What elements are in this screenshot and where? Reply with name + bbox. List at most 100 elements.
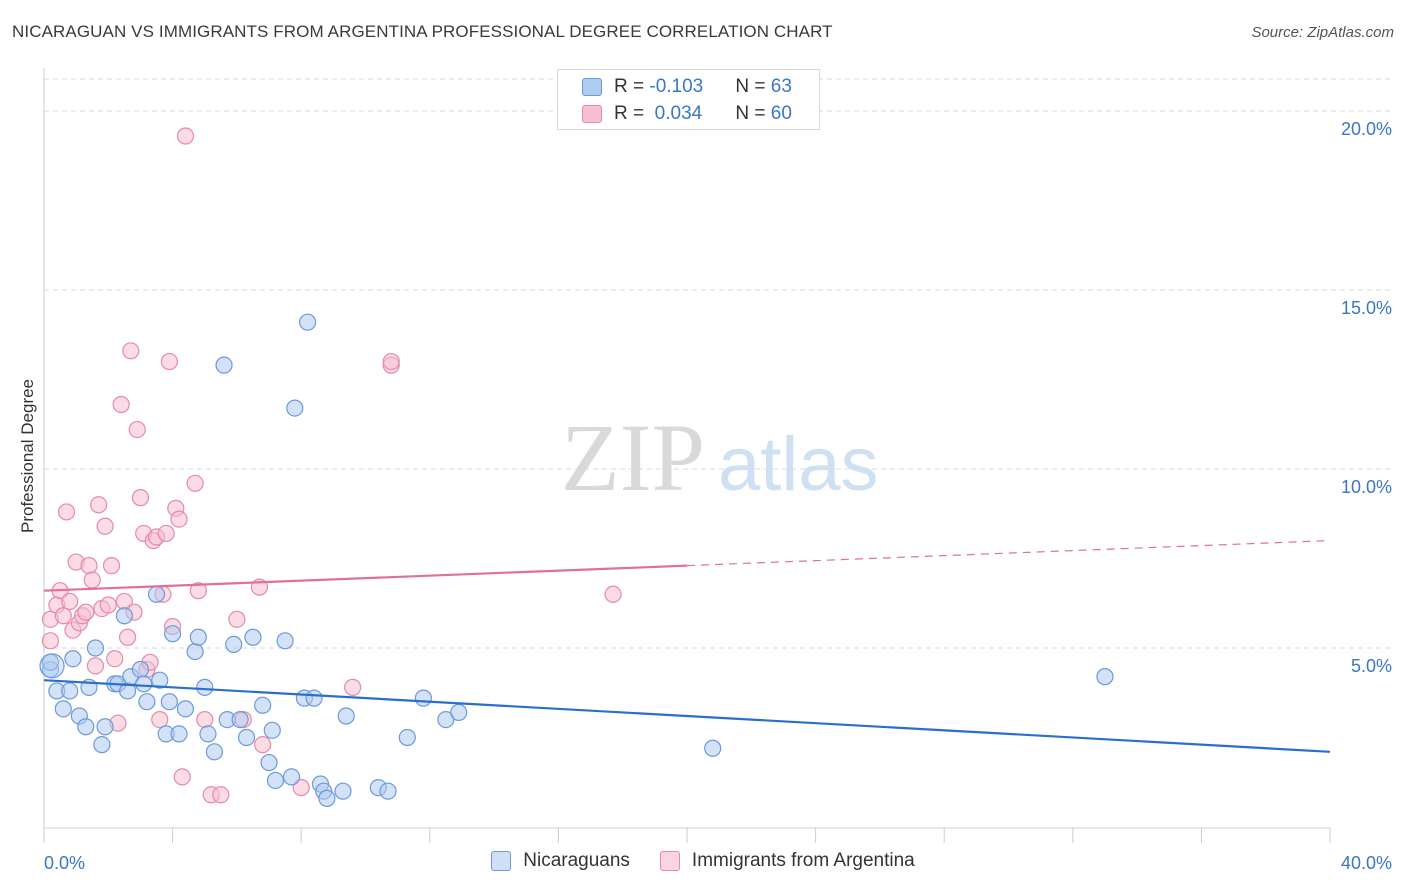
nicaraguan-point — [199, 725, 217, 743]
argentina-point — [102, 557, 121, 575]
nicaraguan-point — [131, 660, 150, 679]
nicaraguan-point — [138, 693, 156, 711]
nicaraguan-point — [135, 675, 153, 693]
argentina-point — [54, 607, 72, 625]
nicaraguan-point — [147, 585, 166, 603]
nicaraguan-point — [276, 632, 294, 650]
nicaraguan-point — [305, 689, 323, 707]
nicaraguan-point — [93, 736, 111, 754]
nicaraguan-point — [54, 700, 72, 718]
argentina-point — [61, 592, 79, 611]
correlation-legend: R = -0.103 N = 63 R = 0.034 N = 60 — [557, 69, 820, 130]
x-tick-label-min: 0.0% — [44, 853, 85, 873]
nicaraguan-point — [244, 628, 262, 646]
nicaraguan-point — [225, 635, 243, 654]
chart-title: NICARAGUAN VS IMMIGRANTS FROM ARGENTINA … — [12, 22, 833, 41]
tick-labels: 5.0% 10.0% 15.0% 20.0% 0.0% 40.0% — [44, 119, 1392, 873]
nicaraguan-point — [215, 356, 233, 374]
nicaraguan-point — [186, 642, 204, 661]
argentina-point — [131, 489, 150, 507]
y-tick-label: 10.0% — [1341, 477, 1392, 497]
y-axis-label: Professional Degree — [18, 378, 37, 534]
legend-r-value: -0.103 — [649, 76, 704, 97]
y-tick-label: 20.0% — [1341, 119, 1392, 139]
argentina-point — [212, 786, 230, 804]
argentina-point — [90, 496, 108, 514]
nicaraguan-point — [282, 768, 301, 786]
argentina-point — [41, 632, 60, 650]
argentina-point — [86, 657, 105, 675]
legend-swatch-pink — [659, 851, 680, 871]
argentina-point — [128, 420, 146, 439]
series-argentina-points — [41, 127, 622, 804]
nicaraguan-point — [176, 700, 195, 718]
gridlines — [44, 78, 1392, 649]
nicaraguan-point — [196, 678, 214, 696]
legend-item-nicaraguans[interactable]: Nicaraguans — [491, 850, 630, 872]
nicaraguan-point — [160, 693, 178, 711]
legend-r-value: 0.034 — [649, 103, 703, 124]
y-tick-label: 5.0% — [1351, 656, 1392, 676]
legend-label-argentina: Immigrants from Argentina — [691, 850, 915, 871]
legend-n-value: 60 — [770, 103, 792, 124]
argentina-point — [112, 395, 130, 414]
argentina-point — [196, 710, 214, 729]
argentina-point — [604, 585, 622, 603]
nicaraguan-point — [398, 728, 416, 747]
nicaraguan-point — [151, 671, 169, 689]
nicaraguan-point — [237, 728, 256, 747]
nicaraguan-point — [164, 625, 182, 643]
legend-r-label: R = — [614, 103, 650, 124]
legend-n-label: N = — [735, 76, 771, 97]
argentina-point — [99, 596, 117, 614]
nicaraguan-point — [86, 639, 105, 657]
x-tick-label-max: 40.0% — [1341, 853, 1392, 873]
trend-lines — [43, 539, 1331, 753]
nicaraguan-point — [231, 710, 249, 729]
trend-line-argentina — [43, 564, 688, 592]
legend-n-label: N = — [735, 103, 771, 124]
argentina-point — [96, 517, 114, 535]
nicaraguan-point — [170, 725, 188, 743]
nicaraguan-point — [254, 696, 272, 714]
argentina-point — [160, 352, 178, 371]
watermark-atlas: atlas — [718, 422, 879, 507]
argentina-point — [292, 779, 310, 797]
y-tick-label: 15.0% — [1341, 298, 1392, 318]
nicaraguan-point — [414, 689, 432, 707]
nicaraguan-point — [450, 703, 468, 722]
argentina-point — [254, 736, 272, 754]
argentina-point — [186, 474, 204, 492]
nicaraguan-point — [189, 628, 207, 646]
nicaraguan-point — [286, 399, 304, 417]
argentina-point — [80, 557, 98, 575]
trend-line-nicaraguans — [43, 679, 1331, 753]
nicaraguan-point — [266, 771, 285, 790]
nicaraguan-point — [205, 743, 223, 761]
legend-swatch-pink — [582, 105, 602, 123]
argentina-point — [77, 603, 95, 621]
nicaraguan-point — [704, 739, 722, 757]
nicaraguan-point — [337, 707, 355, 725]
argentina-point — [122, 342, 140, 360]
argentina-point — [106, 650, 124, 668]
argentina-point — [382, 352, 400, 371]
argentina-point — [57, 503, 76, 521]
legend-label-nicaraguans: Nicaraguans — [523, 850, 630, 871]
legend-item-argentina[interactable]: Immigrants from Argentina — [659, 850, 915, 872]
axes — [43, 68, 1331, 843]
series-legend: Nicaraguans Immigrants from Argentina — [0, 850, 1406, 872]
nicaraguan-point — [334, 782, 352, 800]
legend-swatch-blue — [491, 851, 512, 871]
nicaraguan-point — [318, 789, 336, 807]
argentina-point — [228, 610, 246, 628]
source-label: Source: ZipAtlas.com — [1251, 24, 1394, 41]
argentina-point — [157, 524, 175, 543]
argentina-point — [151, 710, 169, 729]
nicaraguan-point — [64, 650, 82, 668]
nicaraguan-point-cluster — [39, 653, 65, 679]
argentina-point — [170, 510, 188, 528]
series-nicaraguans-points — [39, 313, 1114, 807]
legend-row-argentina: R = 0.034 N = 60 — [582, 101, 792, 127]
